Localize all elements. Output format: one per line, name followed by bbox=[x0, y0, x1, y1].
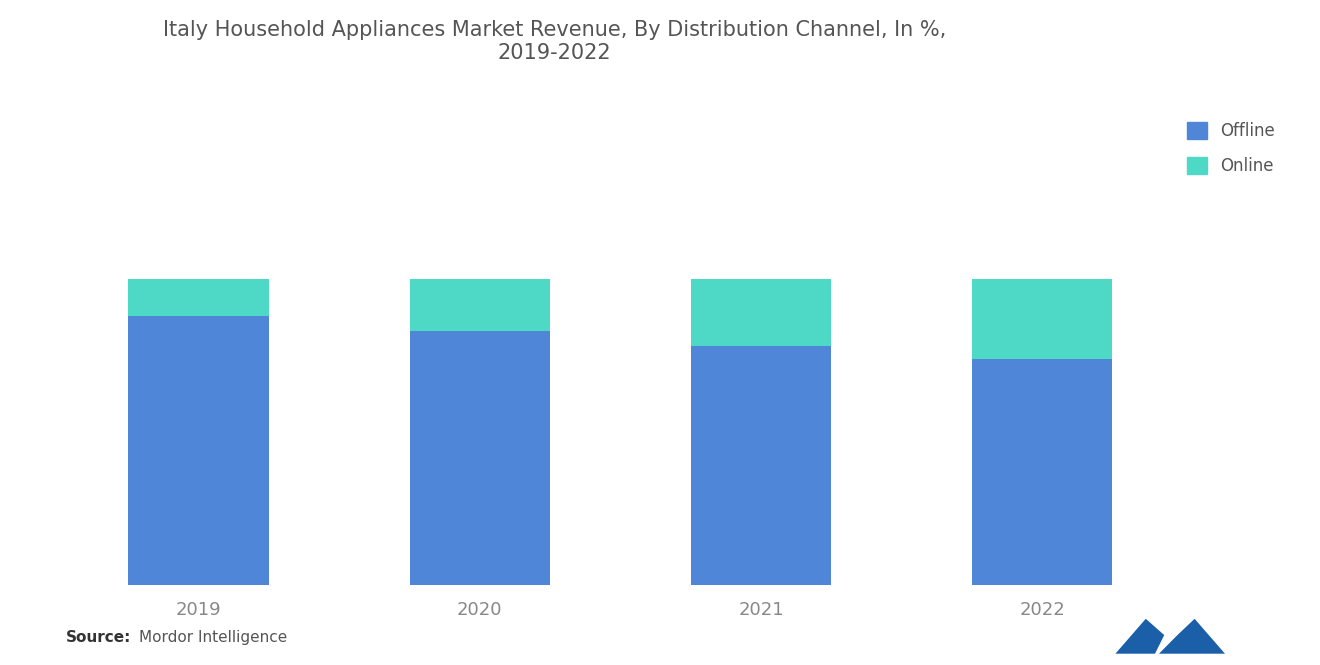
Bar bbox=[128, 279, 269, 316]
Text: Source:: Source: bbox=[66, 630, 132, 645]
Text: Mordor Intelligence: Mordor Intelligence bbox=[139, 630, 286, 645]
Bar bbox=[690, 346, 832, 585]
Bar bbox=[409, 279, 550, 331]
Bar bbox=[972, 279, 1113, 358]
Text: Italy Household Appliances Market Revenue, By Distribution Channel, In %,
2019-2: Italy Household Appliances Market Revenu… bbox=[162, 20, 946, 63]
Bar bbox=[690, 279, 832, 346]
Legend: Offline, Online: Offline, Online bbox=[1179, 114, 1283, 183]
Bar bbox=[128, 316, 269, 585]
Bar bbox=[409, 331, 550, 585]
Bar bbox=[972, 358, 1113, 585]
